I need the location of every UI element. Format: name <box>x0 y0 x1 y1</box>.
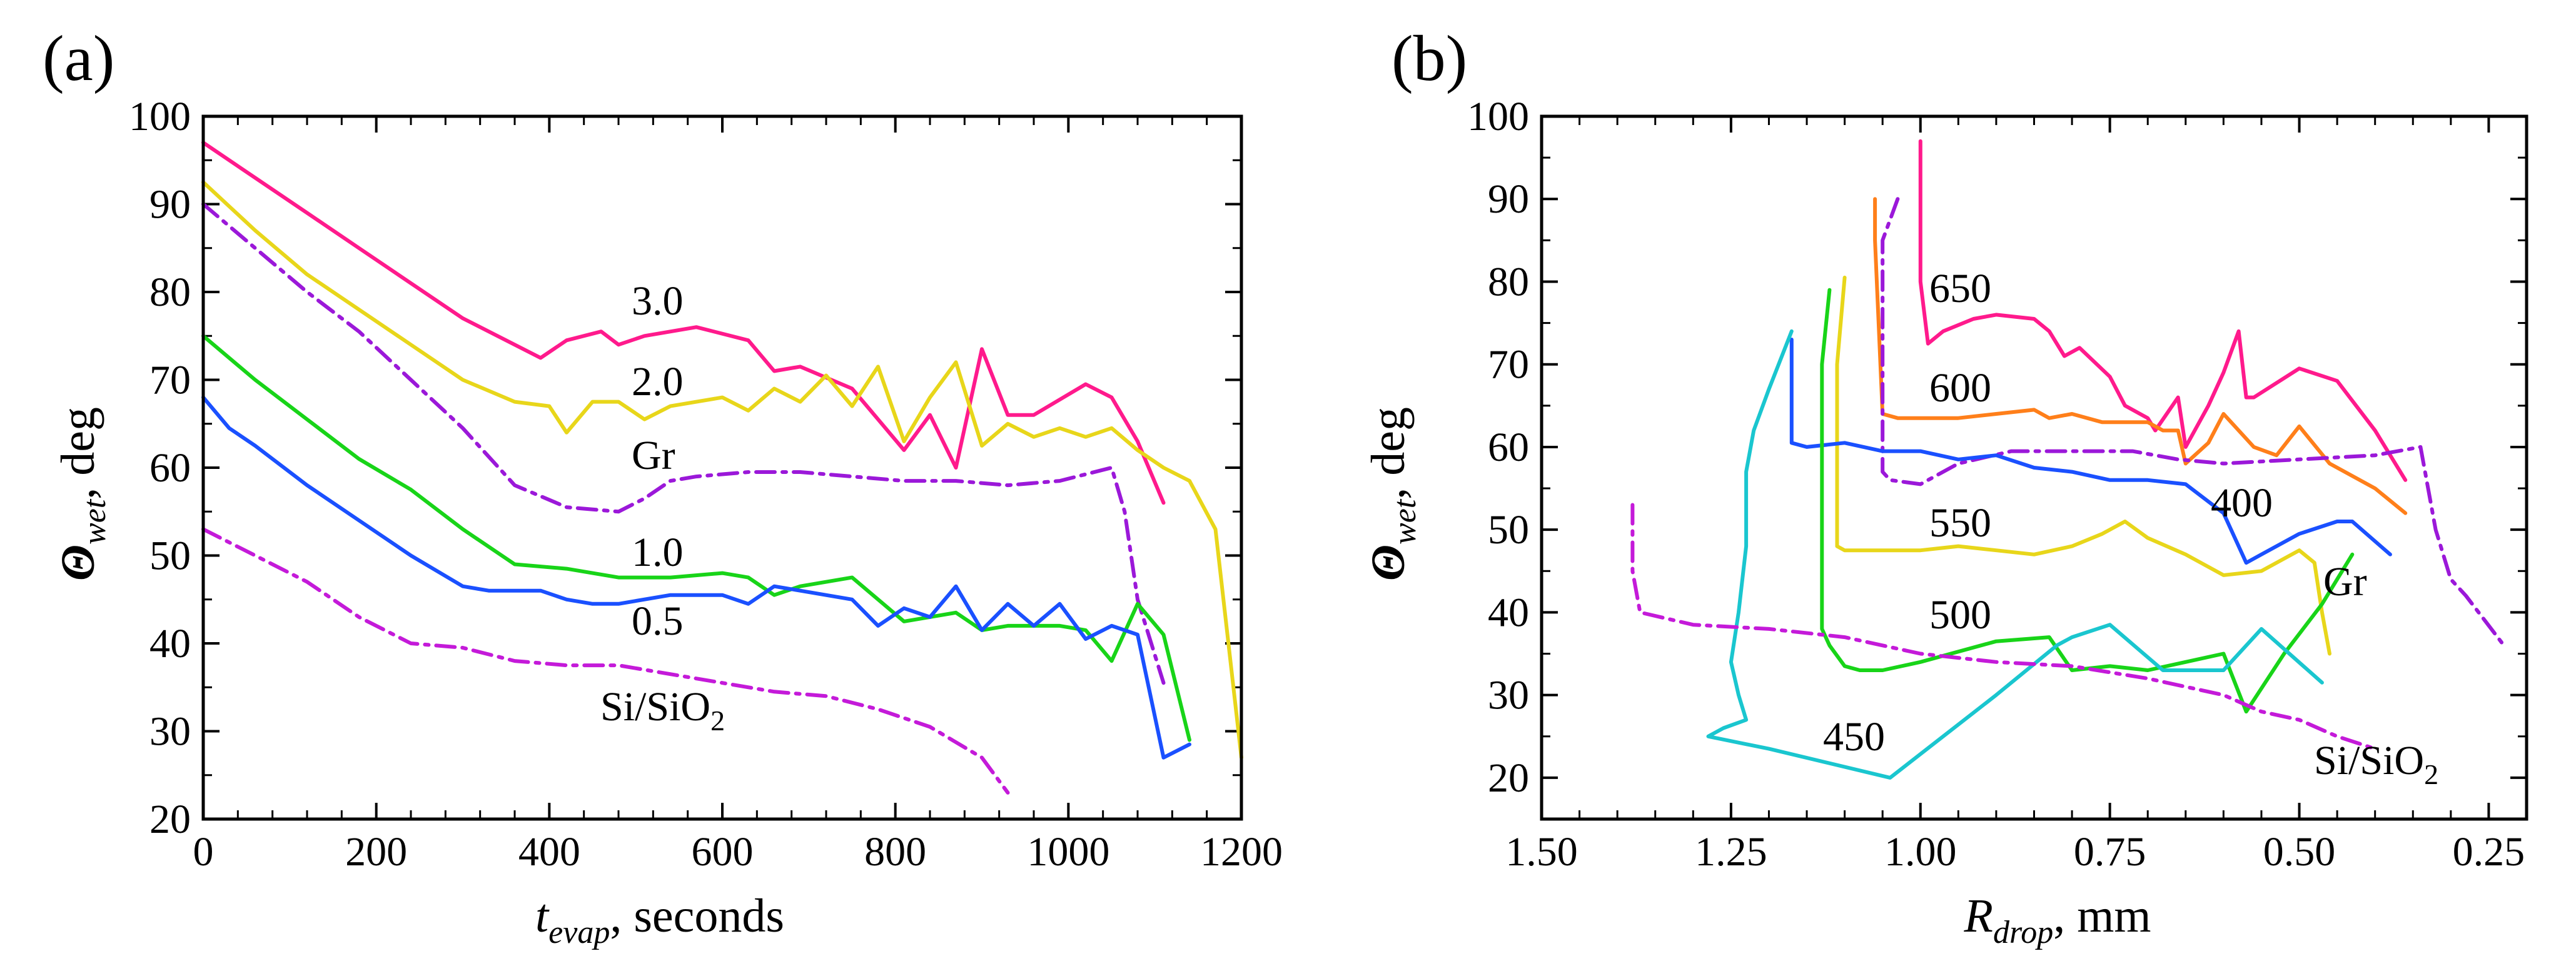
chart-panel-b: (b) 1.50 1.25 1.00 0.75 0.50 0.25 20 30 40 50 60 70… <box>1362 23 2528 950</box>
y-tick-label: 90 <box>1488 176 1529 222</box>
axis-ticks-b: 1.50 1.25 1.00 0.75 0.50 0.25 20 30 40 50 60 70 80 90… <box>1467 94 2527 875</box>
x-axis-var-a: t <box>535 890 550 942</box>
x-tick-label: 800 <box>864 829 926 875</box>
series-labels-b: 650 600 Gr 550 400 500 450 Si/SiO2 <box>1823 266 2438 790</box>
series-label-subscript: 2 <box>710 705 725 737</box>
y-tick-label: 30 <box>149 709 191 755</box>
series-label-1-0: 1.0 <box>632 530 684 575</box>
series-label-650: 650 <box>1929 266 1991 311</box>
series-line-a-3-0 <box>201 141 1166 505</box>
y-axis-rest-a: , deg <box>52 407 104 500</box>
series-label-550: 550 <box>1929 500 1991 546</box>
y-tick-label: 40 <box>1488 590 1529 635</box>
series-line-b-si-sio2 <box>1630 503 2377 751</box>
series-line-a-si-sio2 <box>201 527 1010 795</box>
series-group-b <box>1630 139 2506 780</box>
series-line-b-550 <box>1835 275 2331 656</box>
series-label-2-0: 2.0 <box>632 359 684 405</box>
series-label-400: 400 <box>2211 480 2273 526</box>
y-tick-label: 100 <box>1467 94 1529 139</box>
x-axis-var-b: R <box>1964 890 1993 942</box>
x-tick-label: 0 <box>193 829 214 875</box>
y-tick-label: 80 <box>1488 259 1529 304</box>
svg-text:Θwet, deg: Θwet, deg <box>52 407 113 581</box>
series-line-a-2-0 <box>201 180 1243 760</box>
x-axis-title-b: Rdrop, mm <box>1964 890 2151 950</box>
x-tick-label: 200 <box>345 829 407 875</box>
y-axis-rest-b: , deg <box>1362 407 1415 500</box>
series-line-b-450 <box>1706 329 2324 780</box>
y-axis-title-b: Θwet, deg <box>1362 407 1423 581</box>
series-label-subscript: 2 <box>2424 758 2438 790</box>
x-tick-label: 1.25 <box>1695 829 1767 875</box>
y-axis-var-b: Θ <box>1362 545 1415 581</box>
x-tick-label: 400 <box>518 829 580 875</box>
x-tick-label: 1000 <box>1027 829 1109 875</box>
y-tick-label: 70 <box>1488 342 1529 388</box>
series-label-gr-a: Gr <box>632 433 675 478</box>
series-label-450: 450 <box>1823 714 1885 760</box>
series-line-b-500 <box>1820 288 2355 714</box>
y-tick-label: 90 <box>149 182 191 228</box>
x-tick-label: 600 <box>692 829 754 875</box>
panel-label-a: (a) <box>43 23 114 94</box>
svg-text:Θwet, deg: Θwet, deg <box>1362 407 1423 581</box>
series-line-a-gr <box>201 202 1166 685</box>
series-line-b-gr <box>1881 197 2506 648</box>
series-line-b-650 <box>1918 139 2408 482</box>
series-label-3-0: 3.0 <box>632 278 684 324</box>
series-labels-a: 3.0 2.0 Gr 1.0 0.5 Si/SiO2 <box>600 278 725 737</box>
plot-frame-a <box>201 114 1243 821</box>
x-tick-label: 0.50 <box>2263 829 2336 875</box>
y-tick-label: 30 <box>1488 673 1529 718</box>
y-tick-label: 20 <box>149 797 191 842</box>
series-label-500: 500 <box>1929 592 1991 638</box>
plot-frame-b <box>1540 114 2528 821</box>
y-axis-var-a: Θ <box>52 545 104 581</box>
x-tick-label: 1.50 <box>1505 829 1578 875</box>
y-tick-label: 20 <box>1488 755 1529 801</box>
y-tick-label: 70 <box>149 358 191 403</box>
series-group-a <box>201 141 1243 795</box>
series-line-b-600 <box>1873 197 2408 515</box>
chart-panel-a: (a) 0 200 400 600 800 1000 1200 20 30 40 50 60 70 80 9… <box>43 23 1283 950</box>
x-tick-label: 0.75 <box>2074 829 2146 875</box>
x-axis-rest-a: , seconds <box>610 890 784 942</box>
series-line-b-400 <box>1789 338 2392 565</box>
x-axis-rest-b: , mm <box>2053 890 2151 942</box>
series-line-a-0-5 <box>201 395 1191 760</box>
series-label-si-sio2-a: Si/SiO2 <box>600 684 725 737</box>
x-tick-label: 1200 <box>1200 829 1283 875</box>
x-axis-sub-a: evap <box>548 915 610 950</box>
y-axis-sub-a: wet <box>77 498 113 545</box>
series-label-gr-b: Gr <box>2323 559 2367 605</box>
y-tick-label: 50 <box>149 533 191 579</box>
y-axis-title-a: Θwet, deg <box>52 407 113 581</box>
y-tick-label: 100 <box>129 94 191 139</box>
x-axis-sub-b: drop <box>1993 915 2053 950</box>
y-tick-label: 80 <box>149 269 191 315</box>
y-tick-label: 60 <box>1488 425 1529 470</box>
series-label-si-sio2-b: Si/SiO2 <box>2314 738 2438 790</box>
x-tick-label: 0.25 <box>2453 829 2525 875</box>
series-label-0-5: 0.5 <box>632 598 684 644</box>
y-tick-label: 40 <box>149 621 191 667</box>
x-tick-label: 1.00 <box>1884 829 1957 875</box>
y-tick-label: 50 <box>1488 507 1529 553</box>
x-axis-title-a: tevap, seconds <box>535 890 784 950</box>
y-axis-sub-b: wet <box>1387 498 1423 545</box>
series-line-a-1-0 <box>201 334 1191 742</box>
y-tick-label: 60 <box>149 445 191 491</box>
panel-label-b: (b) <box>1392 23 1467 94</box>
series-label-600: 600 <box>1929 365 1991 411</box>
